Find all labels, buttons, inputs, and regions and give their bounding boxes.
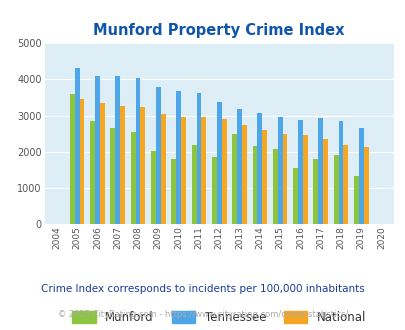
Bar xyxy=(338,121,343,224)
Bar xyxy=(70,94,75,224)
Bar xyxy=(79,99,84,224)
Bar xyxy=(277,117,282,224)
Bar xyxy=(216,102,221,224)
Bar xyxy=(95,76,100,224)
Bar xyxy=(110,128,115,224)
Bar xyxy=(191,145,196,224)
Legend: Munford, Tennessee, National: Munford, Tennessee, National xyxy=(67,307,370,329)
Bar xyxy=(130,132,135,224)
Bar xyxy=(358,128,363,224)
Bar xyxy=(292,168,297,224)
Bar xyxy=(221,119,226,224)
Bar xyxy=(353,177,358,224)
Bar xyxy=(241,125,246,224)
Bar xyxy=(181,117,185,224)
Title: Munford Property Crime Index: Munford Property Crime Index xyxy=(93,22,344,38)
Bar xyxy=(237,109,241,224)
Bar xyxy=(140,107,145,224)
Text: Crime Index corresponds to incidents per 100,000 inhabitants: Crime Index corresponds to incidents per… xyxy=(41,284,364,294)
Bar xyxy=(363,147,368,224)
Bar xyxy=(196,93,201,224)
Bar xyxy=(318,118,322,224)
Bar xyxy=(160,114,165,224)
Bar xyxy=(297,120,302,224)
Bar xyxy=(156,87,160,224)
Bar xyxy=(171,159,176,224)
Bar xyxy=(232,134,237,224)
Bar xyxy=(176,91,181,224)
Text: © 2025 CityRating.com - https://www.cityrating.com/crime-statistics/: © 2025 CityRating.com - https://www.city… xyxy=(58,310,347,319)
Bar xyxy=(322,139,327,224)
Bar xyxy=(151,151,156,224)
Bar xyxy=(333,155,338,224)
Bar xyxy=(211,157,216,224)
Bar xyxy=(282,134,287,224)
Bar xyxy=(115,76,120,224)
Bar xyxy=(302,135,307,224)
Bar xyxy=(313,159,318,224)
Bar xyxy=(262,130,266,224)
Bar xyxy=(252,146,257,224)
Bar xyxy=(272,149,277,224)
Bar xyxy=(75,68,79,224)
Bar xyxy=(257,113,262,224)
Bar xyxy=(135,78,140,224)
Bar xyxy=(100,103,104,224)
Bar xyxy=(90,121,95,224)
Bar xyxy=(201,117,206,224)
Bar xyxy=(343,145,347,224)
Bar xyxy=(120,106,125,224)
